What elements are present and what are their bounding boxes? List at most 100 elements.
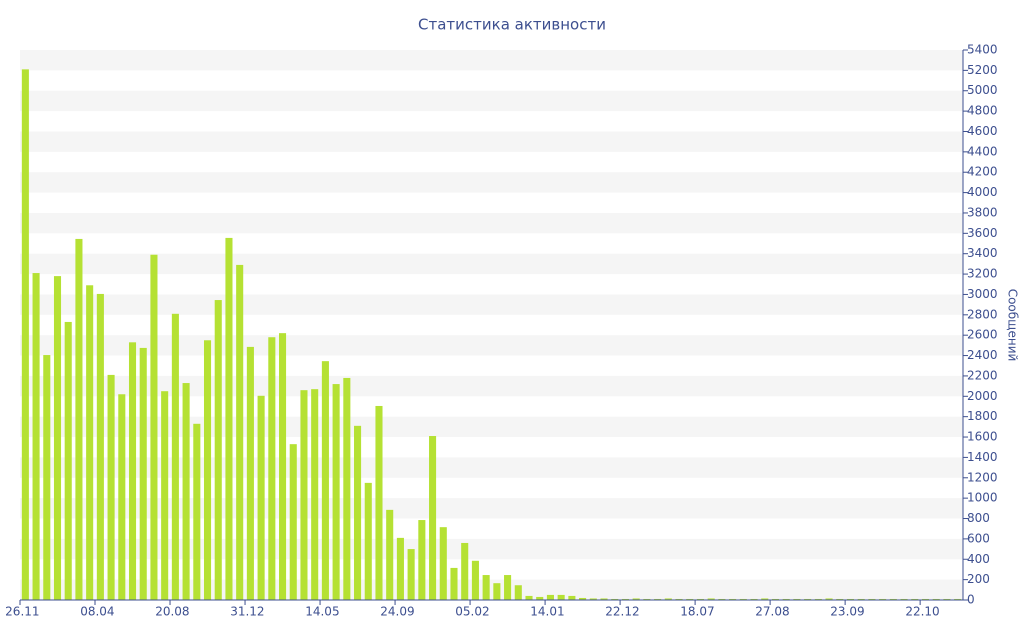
x-tick-label: 14.01 [530,605,564,619]
chart-title: Статистика активности [418,16,606,34]
bar [332,384,340,600]
grid-band [20,131,963,152]
bar [750,598,758,600]
y-tick-label: 2000 [967,389,998,403]
bar [139,347,147,600]
y-tick-label: 4600 [967,124,998,138]
bar [96,293,104,600]
y-tick-label: 5200 [967,63,998,77]
x-tick-label: 26.11 [5,605,39,619]
grid-band [20,335,963,356]
bar [150,254,158,600]
bar [86,285,94,600]
bar [118,394,126,600]
y-tick-label: 400 [967,552,990,566]
bar [846,598,855,600]
bar [418,520,426,600]
bar [621,598,629,600]
bar [943,598,951,600]
bar [557,594,565,600]
bar [439,527,447,600]
bar [257,395,265,600]
bar [364,482,372,600]
bar [804,598,812,600]
bar [675,598,683,600]
bar [236,264,244,600]
x-tick-label: 14.05 [305,605,339,619]
bar [461,542,469,600]
y-tick-label: 2400 [967,348,998,362]
y-tick-label: 2200 [967,368,998,382]
bar [536,596,544,600]
y-tick-label: 3000 [967,287,998,301]
y-tick-label: 600 [967,531,990,545]
bar [407,549,415,600]
bar [504,575,512,600]
bar [64,321,72,600]
bar [386,509,394,600]
grid-band [20,457,963,478]
y-tick-label: 3400 [967,246,998,260]
bar [600,598,608,600]
bar [311,389,319,600]
bar [429,436,437,600]
bar [396,537,404,600]
grid-band [20,538,963,560]
y-tick-label: 1400 [967,450,998,464]
bar [707,598,715,600]
y-tick-label: 2600 [967,328,998,342]
bar [761,598,769,600]
bar [193,423,201,600]
bar [471,560,479,600]
bar [289,444,297,600]
bar [321,361,329,600]
bar [482,575,490,600]
bar [246,346,254,600]
x-tick-label: 27.08 [755,605,789,619]
bar [900,598,908,600]
bar [825,598,833,600]
bar [954,598,962,600]
grid-band [20,212,963,234]
x-tick-label: 22.12 [605,605,639,619]
bar [921,598,930,600]
bar [686,598,694,600]
grid-band [20,416,963,438]
bar [107,374,115,600]
bar [932,598,940,600]
y-tick-label: 2800 [967,307,998,321]
bar [654,598,662,600]
grid-band [20,50,963,71]
bar [32,273,40,600]
grid-band [20,172,963,193]
y-tick-label: 4200 [967,165,998,179]
y-tick-label: 4800 [967,104,998,118]
bar [729,598,737,600]
y-tick-label: 800 [967,511,990,525]
x-tick-label: 20.08 [155,605,189,619]
bar [782,598,790,600]
bar [857,598,865,600]
x-tick-label: 31.12 [230,605,264,619]
y-tick-label: 3200 [967,267,998,281]
bar [589,598,597,600]
y-tick-label: 200 [967,572,990,586]
grid-band [20,253,963,275]
bar [793,598,801,600]
bar [171,313,179,600]
bar [450,567,458,600]
bar [128,342,137,600]
bar [889,598,897,600]
x-tick-label: 22.10 [905,605,939,619]
y-axis-label: Сообщений [1006,289,1020,362]
bar [182,383,190,600]
bar [579,597,587,600]
bar [632,598,640,600]
bar [664,598,672,600]
bar [611,598,619,600]
bar [814,598,822,600]
y-tick-label: 5400 [967,43,998,57]
x-tick-label: 18.07 [680,605,714,619]
bar [354,425,362,600]
